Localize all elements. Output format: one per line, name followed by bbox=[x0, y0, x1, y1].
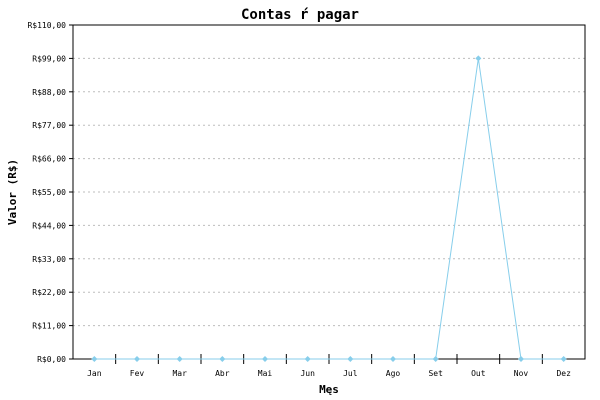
y-tick-label: R$77,00 bbox=[32, 121, 66, 130]
grid-lines bbox=[73, 57, 585, 327]
y-tick-label: R$0,00 bbox=[37, 355, 66, 364]
x-tick-label: Fev bbox=[130, 369, 145, 378]
data-point bbox=[518, 356, 524, 362]
x-axis: Jan Fev Mar Abr Mai Jun Jul Ago Set Out Nov Dez bbox=[87, 354, 571, 378]
data-point bbox=[219, 356, 226, 362]
y-tick-label: R$110,00 bbox=[27, 21, 66, 30]
data-point bbox=[134, 356, 140, 362]
data-point bbox=[176, 356, 183, 362]
y-tick-label: R$22,00 bbox=[32, 288, 66, 297]
data-point bbox=[304, 356, 311, 362]
series bbox=[91, 55, 567, 362]
x-axis-label: Męs bbox=[319, 383, 339, 396]
x-tick-label: Nov bbox=[514, 369, 529, 378]
data-point bbox=[347, 356, 354, 362]
x-tick-label: Dez bbox=[556, 369, 571, 378]
y-tick-label: R$99,00 bbox=[32, 54, 66, 63]
y-tick-label: R$88,00 bbox=[32, 88, 66, 97]
x-tick-label: Jun bbox=[300, 369, 315, 378]
y-tick-label: R$44,00 bbox=[32, 221, 66, 230]
x-tick-label: Jan bbox=[87, 369, 102, 378]
y-axis: R$0,00 R$11,00 R$22,00 R$33,00 R$44,00 R$55,0… bbox=[27, 21, 73, 364]
data-point bbox=[390, 356, 396, 362]
x-tick-label: Jul bbox=[343, 369, 358, 378]
data-point bbox=[560, 356, 567, 362]
chart-title: Contas ŕ pagar bbox=[241, 7, 359, 23]
x-tick-label: Abr bbox=[215, 369, 230, 378]
y-axis-label: Valor (R$) bbox=[6, 159, 19, 225]
x-tick-label: Mai bbox=[258, 369, 273, 378]
x-tick-label: Mar bbox=[172, 369, 187, 378]
x-tick-label: Out bbox=[471, 369, 486, 378]
data-point bbox=[91, 356, 98, 362]
x-tick-label: Set bbox=[428, 369, 443, 378]
x-tick-label: Ago bbox=[386, 369, 401, 378]
data-point bbox=[262, 356, 268, 362]
data-point bbox=[475, 55, 482, 62]
data-point bbox=[432, 356, 439, 362]
y-tick-label: R$33,00 bbox=[32, 255, 66, 264]
y-tick-label: R$11,00 bbox=[32, 322, 66, 331]
series-line bbox=[94, 58, 564, 360]
y-tick-label: R$55,00 bbox=[32, 188, 66, 197]
y-tick-label: R$66,00 bbox=[32, 155, 66, 164]
